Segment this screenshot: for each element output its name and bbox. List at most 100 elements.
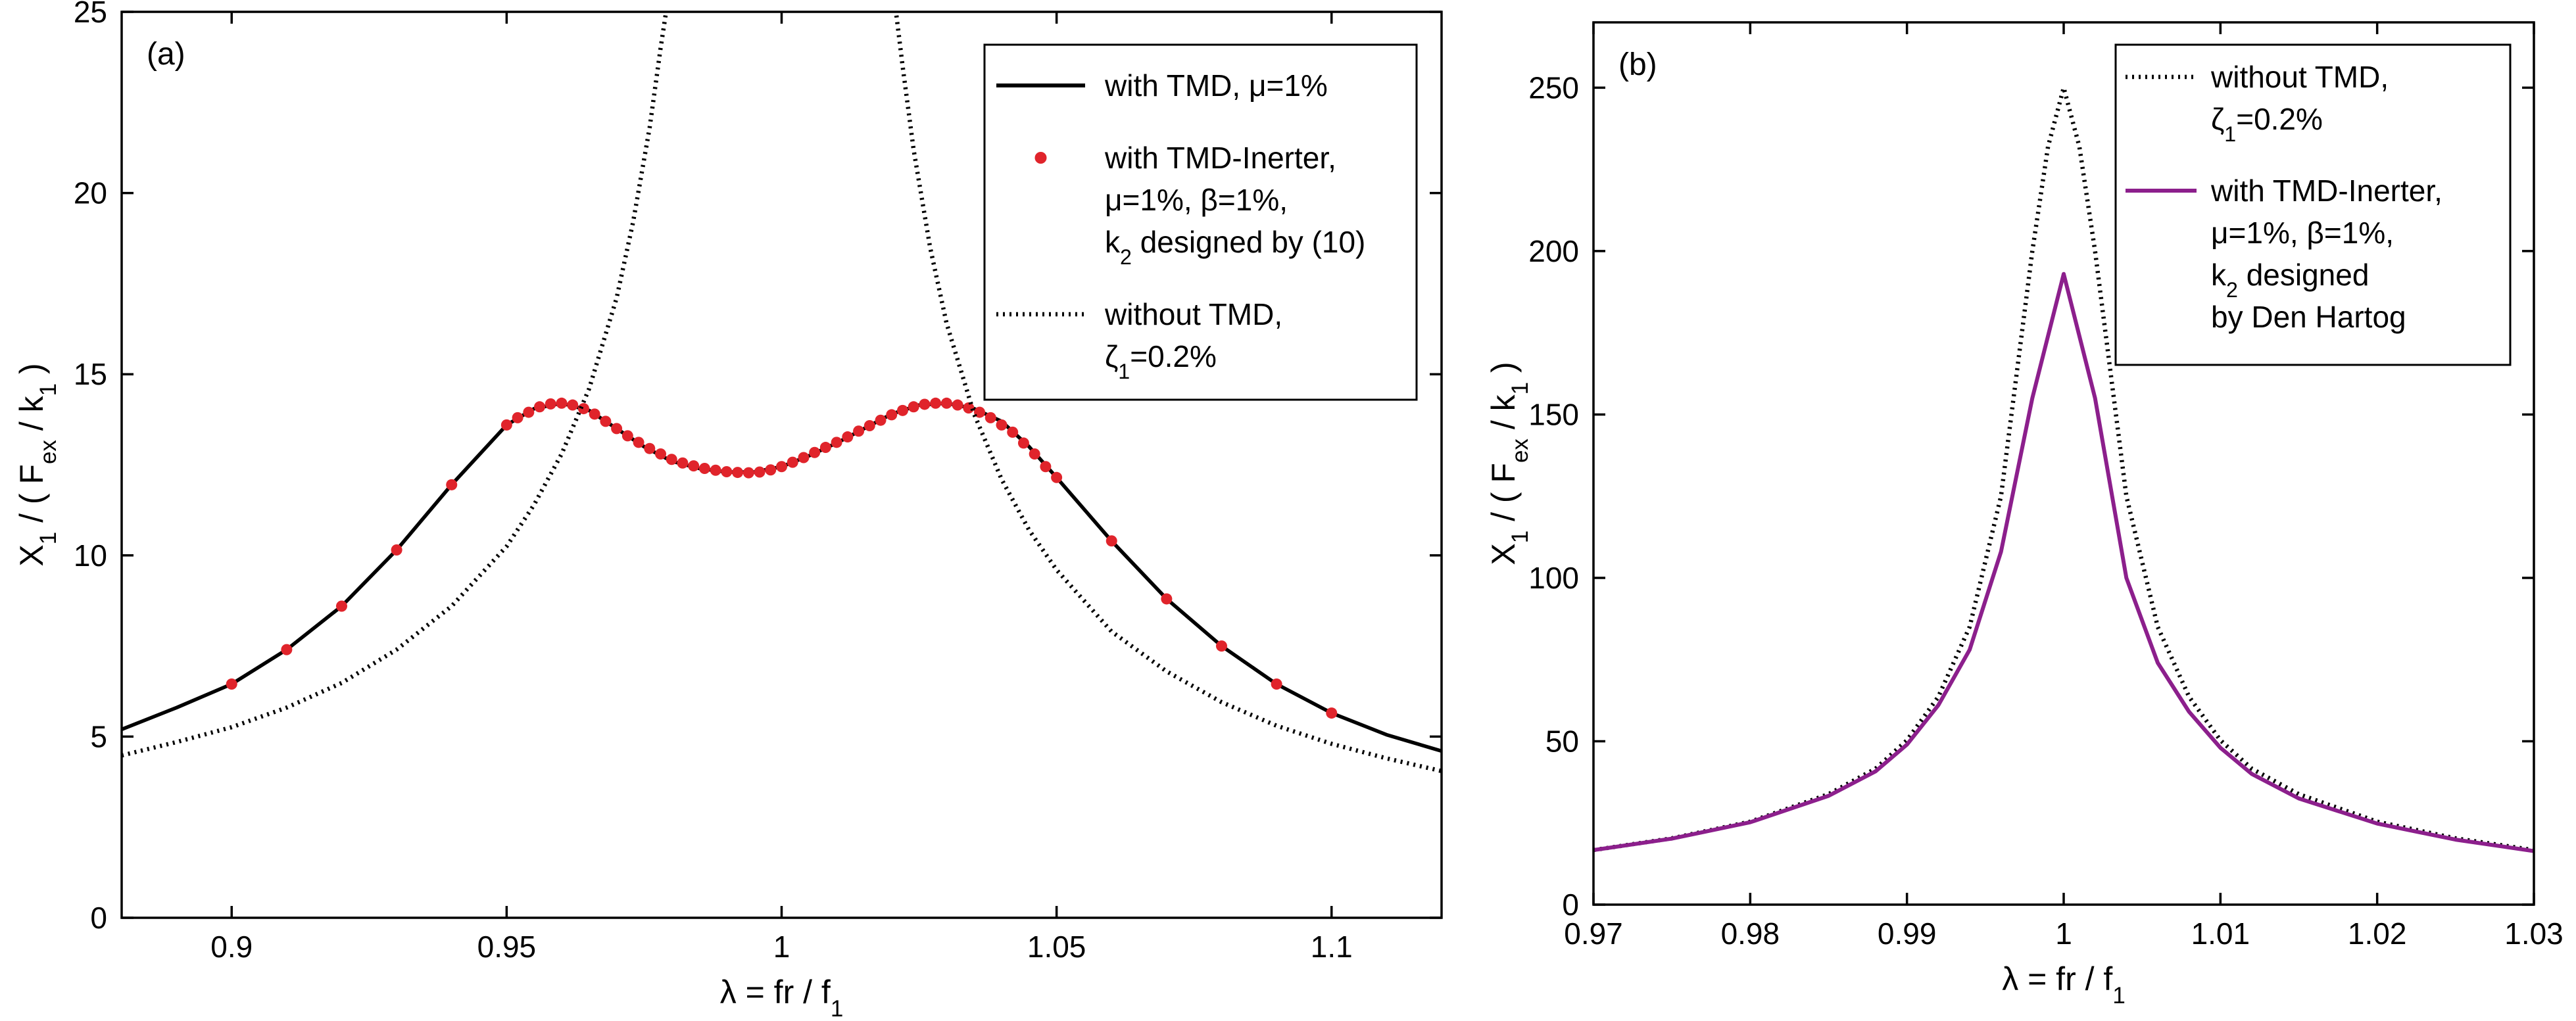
data-point [512, 412, 523, 423]
legend-entry-text: k2 designed [2211, 258, 2369, 302]
y-tick-label: 250 [1528, 70, 1579, 105]
y-tick-label: 10 [74, 538, 107, 573]
y-tick-label: 100 [1528, 561, 1579, 595]
legend-entry-text: ζ1=0.2% [1105, 339, 1217, 383]
y-tick-label: 25 [74, 0, 107, 29]
x-tick-label: 0.9 [210, 930, 253, 964]
plot-area [1593, 85, 2534, 853]
data-point [831, 437, 842, 448]
data-point [919, 398, 931, 410]
data-point [853, 425, 865, 437]
data-point [698, 463, 710, 475]
legend-entry-text: with TMD, μ=1% [1104, 68, 1328, 103]
series-line-0 [122, 401, 1442, 753]
x-tick-label: 1.01 [2191, 916, 2250, 951]
data-point [842, 431, 854, 443]
data-point [930, 397, 942, 409]
data-point [534, 401, 546, 413]
legend-entry-text: without TMD, [1104, 297, 1282, 331]
data-point [556, 397, 568, 409]
data-point [875, 414, 887, 426]
panel-b: 0.97 0.98 0.99 1 1.01 1.02 1.03 0 50 100 150 200 250… [1485, 21, 2564, 1009]
y-tick-label: 0 [90, 901, 107, 935]
data-point [721, 465, 733, 477]
x-tick-label: 1.05 [1027, 930, 1086, 964]
data-point [281, 644, 293, 655]
data-point [742, 467, 754, 479]
y-tick-label: 50 [1545, 724, 1579, 758]
y-tick-label: 20 [74, 176, 107, 210]
y-tick-label: 15 [74, 357, 107, 391]
data-point [908, 401, 919, 413]
data-point [611, 423, 623, 435]
data-point [666, 454, 677, 465]
legend-box [2114, 43, 2512, 366]
x-axis-label: λ = fr / f1 [720, 974, 844, 1021]
data-point [940, 397, 952, 409]
data-point [819, 442, 831, 454]
legend-entry-text: ζ1=0.2% [2211, 102, 2323, 146]
data-point [984, 412, 996, 423]
legend-entry-text: μ=1%, β=1%, [2211, 216, 2394, 250]
data-point [765, 464, 777, 476]
data-point [523, 406, 535, 418]
legend-entry-text: with TMD-Inerter, [2210, 174, 2442, 208]
data-point [391, 544, 402, 556]
x-tick-label: 1.03 [2504, 916, 2564, 951]
data-point [1216, 640, 1227, 652]
data-point [732, 467, 744, 479]
data-point [226, 678, 237, 690]
data-point [996, 419, 1008, 431]
data-point [336, 600, 347, 612]
panel-label: (a) [147, 37, 185, 72]
data-point [1007, 426, 1019, 438]
data-point [677, 457, 689, 469]
data-point [1326, 707, 1338, 719]
x-tick-label: 1 [2055, 916, 2072, 951]
data-point [1161, 593, 1173, 605]
legend: without TMD, ζ1=0.2% with TMD-Inerter, μ=1%… [2114, 43, 2512, 366]
panel-label: (b) [1618, 47, 1657, 82]
data-point [798, 452, 810, 463]
x-axis-label: λ = fr / f1 [2002, 961, 2126, 1009]
data-point [809, 446, 821, 458]
legend-entry-text: k2 designed by (10) [1105, 225, 1365, 269]
legend: with TMD, μ=1% with TMD-Inerter, μ=1%, β=1… [983, 43, 1418, 401]
data-point [567, 399, 579, 411]
data-point [863, 419, 875, 431]
data-point [600, 416, 612, 427]
data-point [710, 464, 721, 476]
data-point [589, 408, 600, 420]
data-point [621, 430, 633, 442]
series-line-0 [1593, 85, 2534, 853]
data-point [1029, 448, 1040, 460]
data-point [952, 399, 963, 411]
data-point [1017, 437, 1029, 449]
panel-a: 0.9 0.95 1 1.05 1.1 0 5 10 15 20 25 λ = fr / f1 X1 /… [13, 0, 1443, 1021]
y-tick-label: 200 [1528, 234, 1579, 268]
data-point [633, 437, 644, 448]
legend-entry-text: with TMD-Inerter, [1104, 141, 1336, 175]
y-tick-label: 150 [1528, 397, 1579, 431]
data-point [1040, 461, 1052, 473]
legend-box [983, 43, 1418, 401]
data-point [446, 479, 458, 490]
data-point [1051, 471, 1063, 483]
data-point [577, 403, 589, 415]
data-point [545, 398, 556, 410]
y-axis-label: X1 / ( Fex / k1 ) [1485, 362, 1533, 565]
data-point [776, 461, 787, 473]
x-tick-label: 1.02 [2348, 916, 2407, 951]
series-line-1 [1593, 272, 2534, 853]
data-point [787, 456, 798, 468]
data-point [1106, 535, 1117, 547]
legend-entry-text: without TMD, [2210, 60, 2389, 94]
x-tick-label: 1.1 [1311, 930, 1353, 964]
x-tick-label: 0.99 [1878, 916, 1937, 951]
data-point [963, 402, 975, 414]
data-point [754, 466, 766, 478]
data-point [886, 409, 898, 421]
legend-marker [1034, 152, 1047, 164]
data-point [688, 460, 700, 472]
